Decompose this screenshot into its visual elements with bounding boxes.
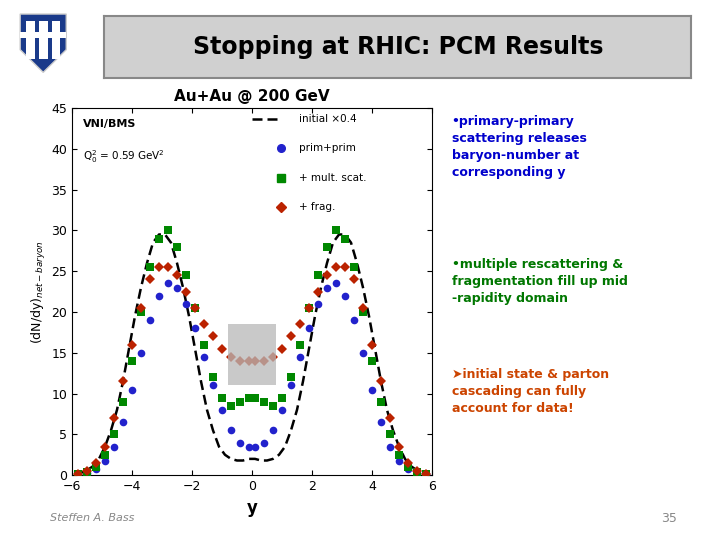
Text: ➤initial state & parton
cascading can fully
account for data!: ➤initial state & parton cascading can fu… bbox=[451, 368, 609, 415]
Polygon shape bbox=[20, 14, 66, 72]
Text: + mult. scat.: + mult. scat. bbox=[299, 173, 366, 183]
Bar bbox=[26, 21, 35, 59]
Text: 35: 35 bbox=[661, 512, 677, 525]
X-axis label: y: y bbox=[246, 498, 258, 517]
Text: + frag.: + frag. bbox=[299, 202, 336, 212]
Text: Q$_0^2$ = 0.59 GeV$^2$: Q$_0^2$ = 0.59 GeV$^2$ bbox=[83, 148, 165, 165]
Text: •primary-primary
scattering releases
baryon-number at
corresponding y: •primary-primary scattering releases bar… bbox=[451, 115, 587, 179]
Bar bbox=[52, 21, 60, 59]
Bar bbox=[228, 324, 276, 386]
Y-axis label: (dN/dy)$_{net-baryon}$: (dN/dy)$_{net-baryon}$ bbox=[30, 240, 48, 343]
Text: Steffen A. Bass: Steffen A. Bass bbox=[50, 514, 135, 523]
Title: Au+Au @ 200 GeV: Au+Au @ 200 GeV bbox=[174, 89, 330, 104]
Bar bbox=[20, 31, 66, 38]
Bar bbox=[39, 21, 48, 59]
Text: initial ×0.4: initial ×0.4 bbox=[299, 114, 356, 124]
Text: •multiple rescattering &
fragmentation fill up mid
-rapidity domain: •multiple rescattering & fragmentation f… bbox=[451, 258, 628, 305]
Text: Stopping at RHIC: PCM Results: Stopping at RHIC: PCM Results bbox=[192, 35, 603, 59]
Text: prim+prim: prim+prim bbox=[299, 144, 356, 153]
Text: VNI/BMS: VNI/BMS bbox=[83, 119, 136, 129]
